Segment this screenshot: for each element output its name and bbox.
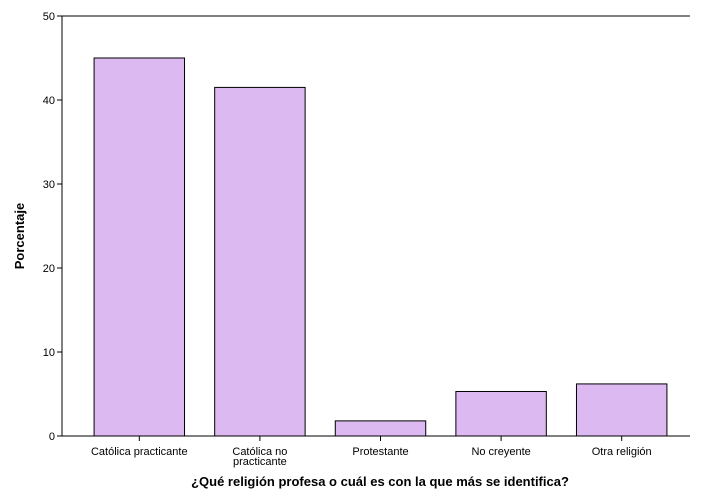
y-tick-label: 50 <box>43 11 55 23</box>
x-category-label: Católica practicante <box>91 446 188 458</box>
bar <box>334 420 427 437</box>
x-category-label-line: Católica practicante <box>91 446 188 458</box>
bars <box>93 57 668 437</box>
x-axis: Católica practicante Católica no practican… <box>91 436 652 468</box>
y-tick-label: 10 <box>43 347 55 359</box>
x-category-label-line: Protestante <box>352 446 408 458</box>
y-tick-label: 0 <box>49 431 55 443</box>
x-category-label-line: Otra religión <box>592 446 652 458</box>
x-category-label: Otra religión <box>592 446 652 458</box>
x-category-label-line: practicante <box>233 456 287 468</box>
y-tick-label: 20 <box>43 263 55 275</box>
x-axis-title: ¿Qué religión profesa o cuál es con la q… <box>191 474 569 489</box>
bar <box>575 383 668 437</box>
y-axis-title: Porcentaje <box>12 203 27 269</box>
y-tick-label: 30 <box>43 179 55 191</box>
bar <box>214 86 306 437</box>
x-category-label-line: No creyente <box>471 446 530 458</box>
bar <box>93 57 186 437</box>
x-category-label: Católica no practicante <box>232 446 287 468</box>
bar <box>455 390 547 437</box>
x-category-label: No creyente <box>471 446 530 458</box>
x-category-label-line: Católica no <box>232 446 287 458</box>
x-category-label: Protestante <box>352 446 408 458</box>
y-tick-label: 40 <box>43 95 55 107</box>
y-axis: 0 10 20 30 40 50 <box>43 11 62 443</box>
